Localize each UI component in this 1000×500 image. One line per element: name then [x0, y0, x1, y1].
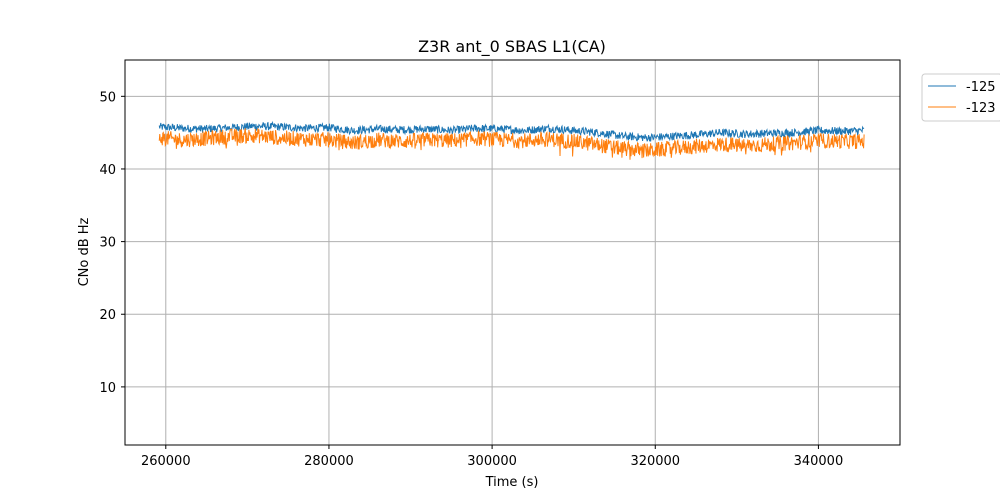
x-axis-ticks: 260000 280000 300000 320000 340000 [141, 445, 843, 469]
chart-title: Z3R ant_0 SBAS L1(CA) [418, 37, 606, 57]
y-axis-label: CNo dB Hz [77, 217, 92, 286]
series-line--125 [158, 120, 865, 142]
legend-label-123: -123 [966, 101, 996, 116]
y-tick-label: 50 [99, 90, 116, 105]
legend: -125 -123 [921, 73, 1000, 122]
series-line--123 [158, 128, 865, 160]
x-axis-label: Time (s) [485, 475, 539, 490]
y-tick-label: 40 [99, 163, 116, 178]
x-tick-label: 300000 [467, 454, 517, 469]
y-tick-label: 10 [99, 381, 116, 396]
plot-frame [124, 59, 901, 446]
x-tick-label: 320000 [630, 454, 680, 469]
y-tick-label: 20 [99, 308, 116, 323]
legend-label-125: -125 [966, 80, 996, 95]
y-axis-ticks: 10 20 30 40 50 [99, 90, 125, 396]
y-tick-label: 30 [99, 236, 116, 251]
x-tick-label: 280000 [304, 454, 354, 469]
plot-series [158, 120, 865, 160]
x-tick-label: 340000 [794, 454, 844, 469]
x-tick-label: 260000 [141, 454, 191, 469]
grid [125, 60, 900, 445]
